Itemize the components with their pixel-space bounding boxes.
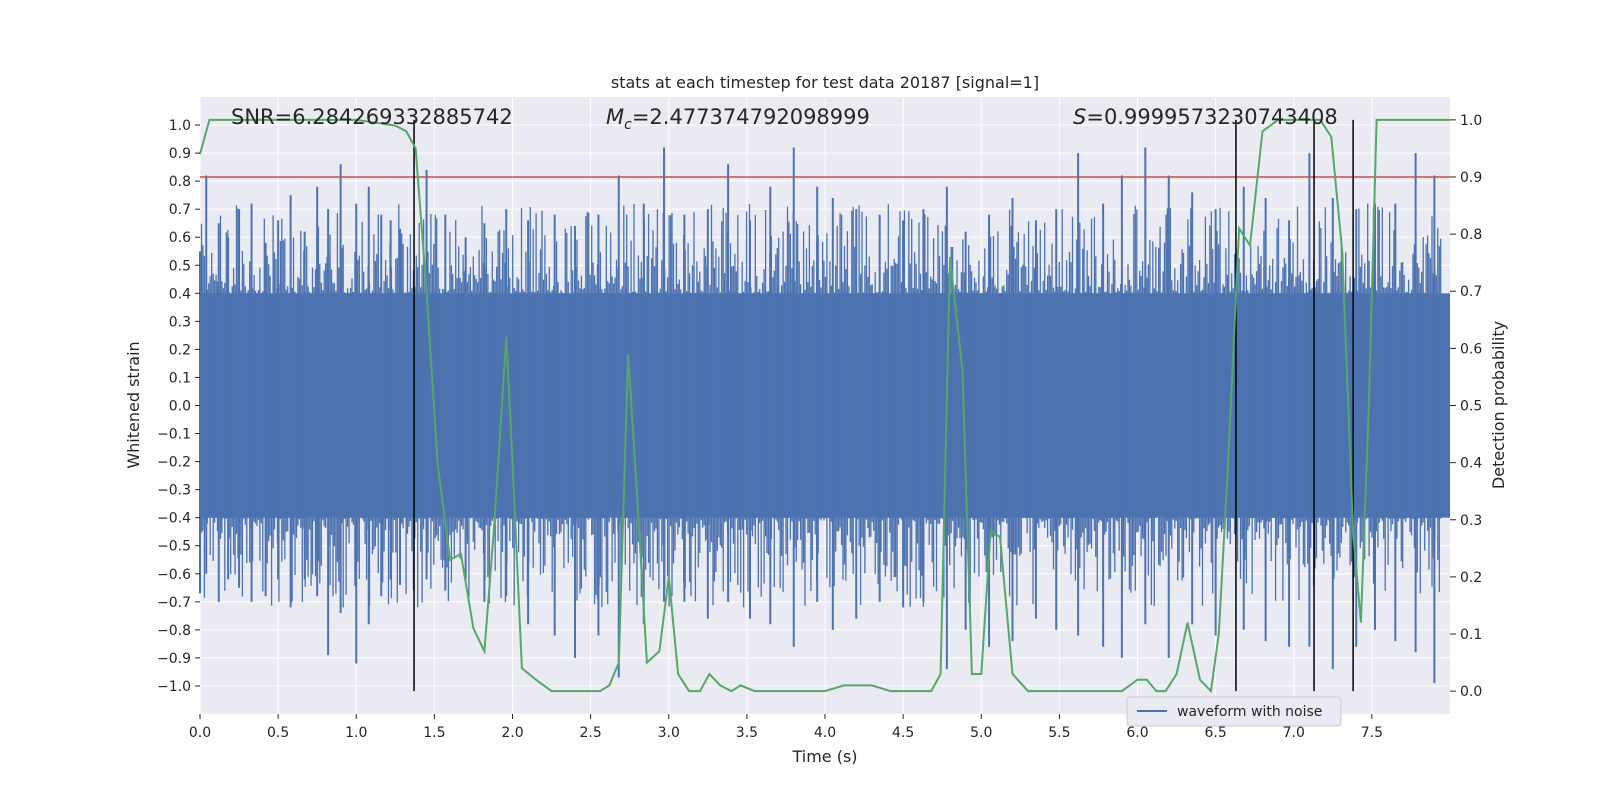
y-tick-label: −0.2 — [157, 455, 191, 471]
snr-annotation: SNR=6.284269332885742 — [231, 105, 513, 129]
y-tick-label: −0.8 — [157, 623, 191, 639]
x-axis-ticks: 0.0 0.5 1.0 1.5 2.0 2.5 3.0 3.5 4.0 4.5 5.0 5.5 6.0 6… — [189, 714, 1383, 741]
y-tick-label: −0.5 — [157, 539, 191, 555]
score-annotation: S=0.9999573230743408 — [1073, 105, 1338, 129]
chirp-mass-value: =2.477374792098999 — [632, 105, 870, 129]
x-tick-label: 2.5 — [579, 725, 601, 741]
legend: waveform with noise — [1126, 696, 1342, 727]
x-tick-label: 4.5 — [892, 725, 914, 741]
y-axis-ticks: 1.0 0.9 0.8 0.7 0.6 0.5 0.4 0.3 0.2 0.1 0.0 −0.1 −0.… — [157, 118, 200, 695]
probability-line — [199, 118, 1450, 694]
score-symbol: S — [1073, 105, 1086, 129]
x-tick-label: 6.5 — [1204, 725, 1226, 741]
y-tick-label: −0.1 — [157, 427, 191, 443]
y2-tick-label: 1.0 — [1460, 113, 1482, 129]
chart-title: stats at each timestep for test data 201… — [611, 73, 1039, 92]
x-tick-label: 5.5 — [1048, 725, 1070, 741]
y-tick-label: 0.9 — [169, 146, 191, 162]
score-value: =0.9999573230743408 — [1086, 105, 1337, 129]
y-tick-label: 0.4 — [169, 286, 191, 302]
y2-axis-ticks: 1.0 0.9 0.8 0.7 0.6 0.5 0.4 0.3 0.2 0.1 0.0 — [1450, 113, 1482, 700]
y-tick-label: −0.3 — [157, 483, 191, 499]
x-tick-label: 5.0 — [970, 725, 992, 741]
x-tick-label: 3.5 — [736, 725, 758, 741]
y2-tick-label: 0.4 — [1460, 456, 1482, 472]
y-tick-label: −0.6 — [157, 567, 191, 583]
y2-tick-label: 0.5 — [1460, 399, 1482, 415]
x-tick-label: 4.0 — [814, 725, 836, 741]
probability-series — [199, 118, 1450, 694]
y-tick-label: 0.2 — [169, 342, 191, 358]
y-tick-label: −0.4 — [157, 511, 191, 527]
x-tick-label: 1.0 — [345, 725, 367, 741]
x-tick-label: 3.0 — [658, 725, 680, 741]
y2-tick-label: 0.7 — [1460, 284, 1482, 300]
legend-box — [1126, 696, 1342, 727]
x-tick-label: 0.5 — [267, 725, 289, 741]
y-tick-label: −0.9 — [157, 651, 191, 667]
x-tick-label: 1.5 — [423, 725, 445, 741]
y2-tick-label: 0.6 — [1460, 341, 1482, 357]
chirp-mass-symbol: M — [606, 105, 624, 129]
y2-axis-label: Detection probability — [1489, 321, 1508, 489]
waveform-series — [199, 147, 1450, 684]
y2-tick-label: 0.0 — [1460, 684, 1482, 700]
y-tick-label: 0.3 — [169, 314, 191, 330]
y-tick-label: 0.6 — [169, 230, 191, 246]
chirp-mass-annotation: Mc=2.477374792098999 — [606, 105, 870, 133]
y2-tick-label: 0.8 — [1460, 227, 1482, 243]
x-axis-label: Time (s) — [791, 747, 857, 766]
y2-tick-label: 0.2 — [1460, 570, 1482, 586]
y2-tick-label: 0.9 — [1460, 170, 1482, 186]
y-axis-label: Whitened strain — [124, 341, 143, 468]
x-tick-label: 7.5 — [1361, 725, 1383, 741]
x-tick-label: 2.0 — [501, 725, 523, 741]
y-tick-label: 0.7 — [169, 202, 191, 218]
y2-tick-label: 0.3 — [1460, 513, 1482, 529]
x-tick-label: 6.0 — [1126, 725, 1148, 741]
legend-label: waveform with noise — [1177, 704, 1322, 720]
y-tick-label: 0.1 — [169, 370, 191, 386]
y-tick-label: 1.0 — [169, 118, 191, 134]
y-tick-label: 0.0 — [169, 399, 191, 415]
x-tick-label: 0.0 — [189, 725, 211, 741]
y-tick-label: −0.7 — [157, 595, 191, 611]
y2-tick-label: 0.1 — [1460, 627, 1482, 643]
x-tick-label: 7.0 — [1283, 725, 1305, 741]
y-tick-label: 0.8 — [169, 174, 191, 190]
chirp-mass-subscript: c — [624, 117, 632, 133]
y-tick-label: 0.5 — [169, 258, 191, 274]
vertical-markers — [413, 119, 1354, 692]
y-tick-label: −1.0 — [157, 679, 191, 695]
